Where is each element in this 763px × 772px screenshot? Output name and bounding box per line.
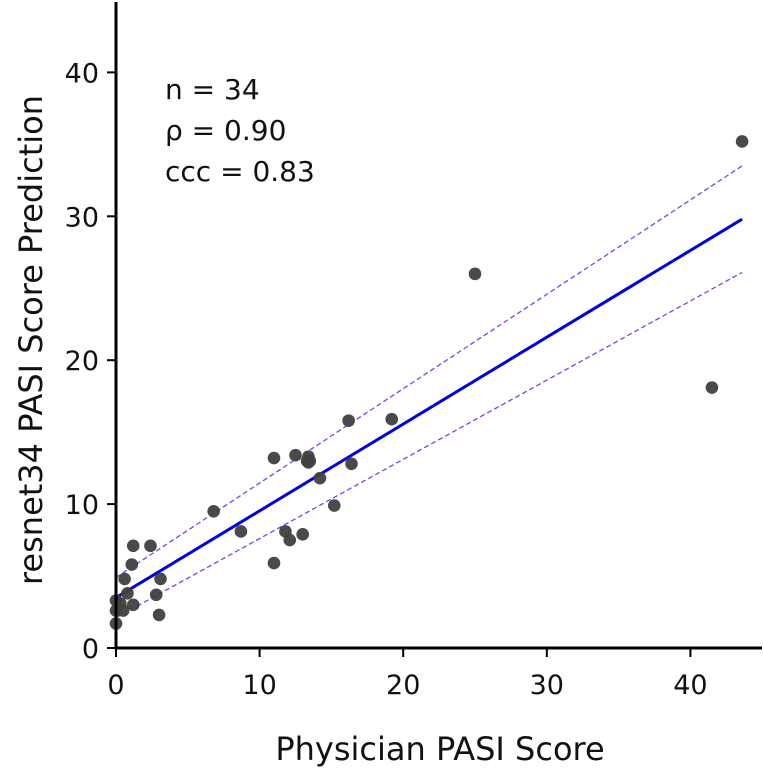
- data-point: [125, 558, 139, 571]
- data-point: [735, 135, 749, 148]
- data-point: [342, 414, 355, 427]
- data-point: [207, 504, 220, 518]
- y-tick-label: 40: [65, 58, 99, 89]
- data-point: [468, 267, 482, 281]
- data-point: [267, 556, 281, 570]
- confidence-band: [115, 165, 743, 619]
- x-axis-title: Physician PASI Score: [275, 730, 604, 768]
- data-point: [234, 525, 248, 538]
- data-point: [144, 539, 157, 553]
- data-point: [126, 539, 140, 553]
- x-tick-label: 40: [673, 670, 707, 701]
- data-point: [296, 528, 309, 541]
- data-point: [705, 381, 719, 394]
- data-points: [109, 135, 749, 630]
- y-tick-label: 20: [65, 346, 99, 377]
- annotation-rho: ρ = 0.90: [165, 114, 286, 147]
- data-point: [126, 598, 140, 612]
- data-point: [283, 533, 297, 547]
- x-tick-label: 20: [386, 670, 420, 701]
- y-tick-label: 30: [65, 202, 99, 233]
- data-point: [302, 456, 315, 469]
- y-tick-label: 0: [82, 634, 99, 665]
- regression-fit: [115, 217, 743, 599]
- x-tick-label: 0: [107, 670, 124, 701]
- data-point: [267, 451, 281, 465]
- data-point: [118, 572, 131, 586]
- data-point: [385, 412, 399, 426]
- fit-line: [115, 217, 743, 599]
- y-axis-title: resnet34 PASI Score Prediction: [12, 95, 50, 585]
- ci-upper-line: [115, 165, 743, 579]
- data-point: [149, 588, 163, 602]
- data-point: [152, 608, 166, 622]
- data-point: [154, 572, 167, 586]
- x-tick-label: 30: [530, 670, 564, 701]
- axis-ticks: 0 10 20 30 40 0 10 20 30 40: [65, 58, 708, 701]
- data-point: [313, 471, 327, 485]
- data-point: [345, 457, 358, 471]
- y-tick-label: 10: [65, 490, 99, 521]
- annotation-ccc: ccc = 0.83: [165, 155, 315, 188]
- annotation-n: n = 34: [165, 73, 260, 106]
- data-point: [121, 587, 134, 600]
- data-point: [327, 499, 341, 512]
- ci-lower-line: [115, 271, 743, 619]
- data-point: [289, 448, 302, 462]
- x-tick-label: 10: [242, 670, 276, 701]
